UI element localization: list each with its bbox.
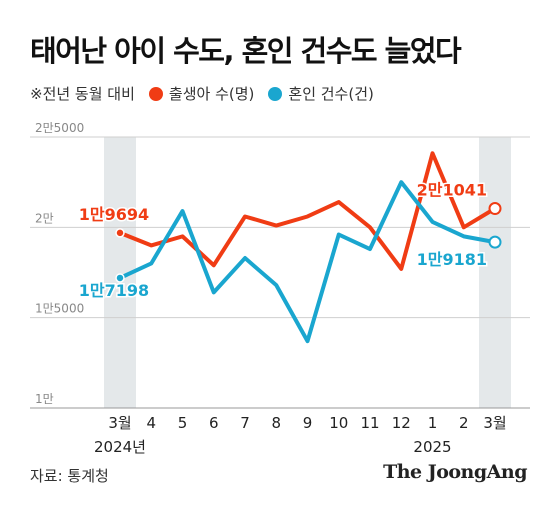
x-tick-label: 7 [240, 414, 250, 432]
x-tick-label: 2 [459, 414, 469, 432]
x-tick-label: 1 [428, 414, 438, 432]
legend-label-births: 출생아 수(명) [168, 85, 255, 103]
legend-item-births: 출생아 수(명) [148, 83, 255, 104]
data-label: 1만9694 [79, 205, 149, 224]
legend-note: ※전년 동월 대비 [30, 85, 135, 103]
legend: ※전년 동월 대비 출생아 수(명) 혼인 건수(건) [30, 83, 374, 104]
brand-logo: The JoongAng [383, 461, 527, 483]
legend-swatch-marriages [268, 86, 283, 101]
year-label: 2024년 [94, 438, 146, 456]
legend-item-marriages: 혼인 건수(건) [268, 83, 374, 104]
y-tick-label: 2만 [35, 211, 54, 225]
x-tick-label: 9 [303, 414, 313, 432]
y-tick-label: 2만5000 [35, 121, 84, 135]
x-tick-label: 12 [392, 414, 411, 432]
x-tick-label: 10 [329, 414, 348, 432]
highlight-band-1 [479, 137, 511, 408]
x-tick-label: 11 [360, 414, 379, 432]
data-label: 1만9181 [417, 250, 487, 269]
series-line-births [118, 151, 497, 271]
year-label: 2025 [413, 438, 451, 456]
end-point [488, 202, 502, 216]
data-label: 2만1041 [417, 181, 487, 200]
series-line-marriages [118, 180, 497, 344]
x-tick-label: 8 [271, 414, 281, 432]
y-tick-label: 1만5000 [35, 302, 84, 316]
legend-swatch-births [148, 86, 163, 101]
x-tick-label: 5 [178, 414, 188, 432]
source-note: 자료: 통계청 [30, 467, 109, 485]
start-point [115, 228, 125, 238]
x-tick-label: 3월 [483, 414, 506, 432]
chart-title: 태어난 아이 수도, 혼인 건수도 늘었다 [30, 34, 462, 68]
data-label: 1만7198 [79, 281, 149, 300]
x-tick-label: 6 [209, 414, 219, 432]
x-tick-label: 4 [146, 414, 156, 432]
start-point [115, 273, 125, 283]
y-tick-label: 1만 [35, 392, 54, 406]
end-point [488, 235, 502, 249]
x-tick-label: 3월 [108, 414, 131, 432]
legend-label-marriages: 혼인 건수(건) [288, 85, 374, 103]
